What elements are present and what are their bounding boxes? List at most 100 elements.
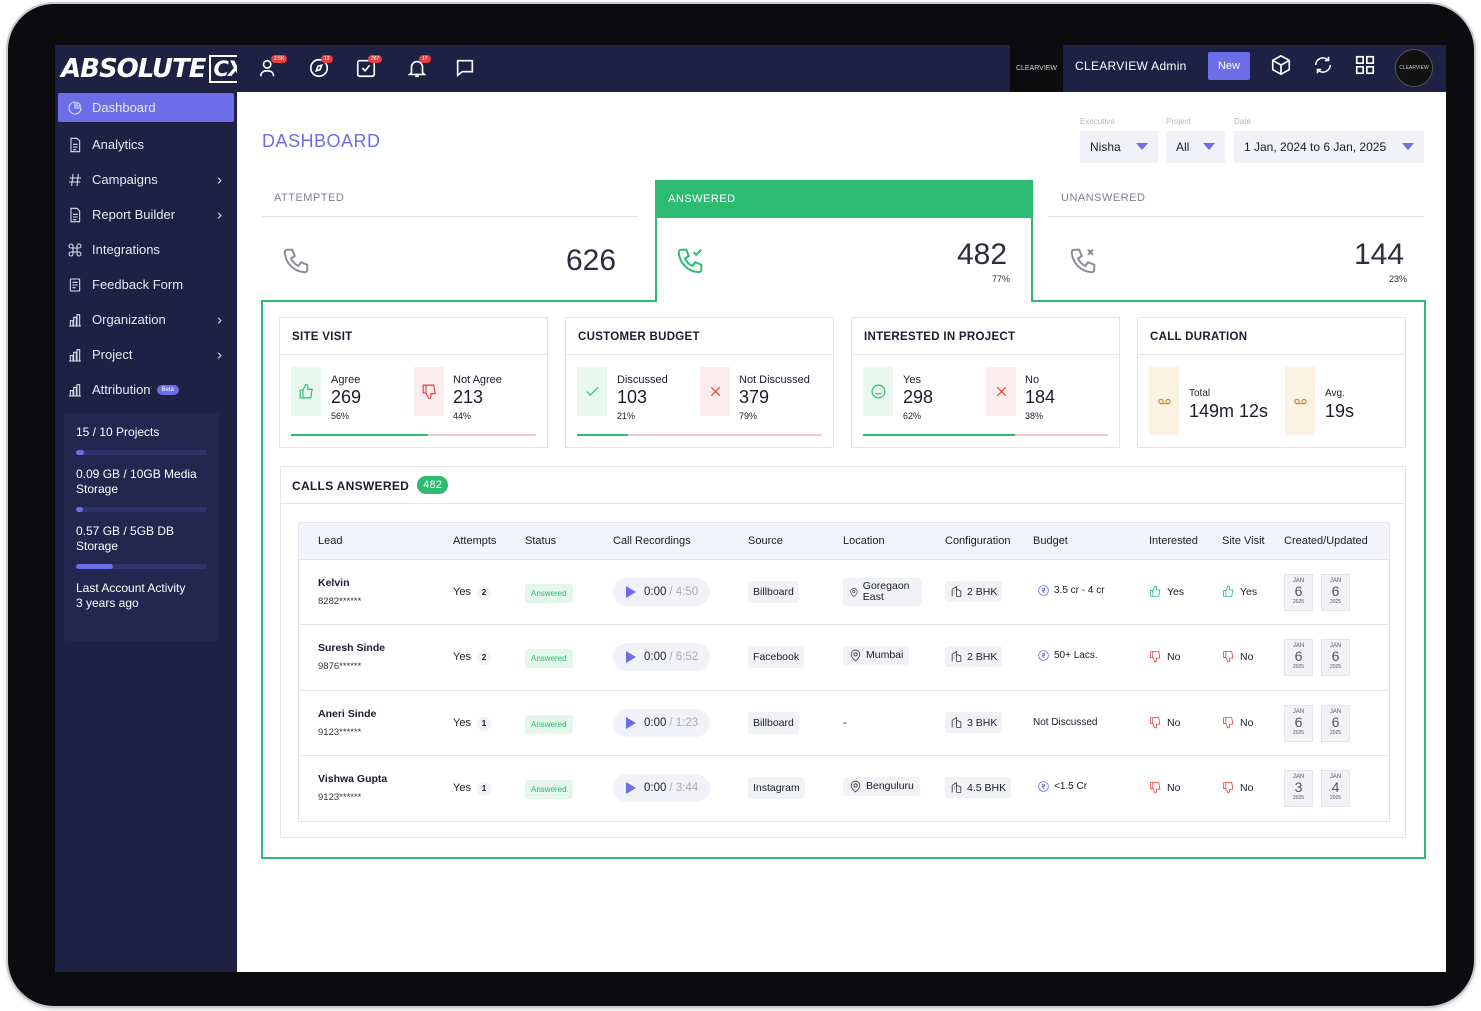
budget-value: Not Discussed [1033, 717, 1098, 728]
col-status[interactable]: Status [525, 535, 557, 547]
table-row[interactable]: Suresh Sinde 9876****** Yes 2 Answered 0:00/ … [299, 624, 1389, 689]
lead-name[interactable]: Kelvin [318, 577, 350, 589]
col-location[interactable]: Location [843, 535, 885, 547]
col-call-recordings[interactable]: Call Recordings [613, 535, 691, 547]
table-row[interactable]: Aneri Sinde 9123****** Yes 1 Answered 0:00/ 1… [299, 690, 1389, 755]
caret-down-icon [1136, 143, 1148, 150]
tab-answered[interactable]: ANSWERED [655, 180, 1033, 218]
avatar[interactable]: CLEARVIEW [1395, 49, 1433, 87]
sidebar-item-attribution[interactable]: Attribution Beta [58, 372, 234, 407]
sidebar-item-feedback-form[interactable]: Feedback Form [58, 267, 234, 302]
date-range-select[interactable]: 1 Jan, 2024 to 6 Jan, 2025 [1234, 131, 1424, 163]
sidebar-item-analytics[interactable]: Analytics [58, 127, 234, 162]
refresh-button[interactable] [1312, 54, 1334, 81]
tab-unanswered[interactable]: UNANSWERED [1061, 192, 1146, 204]
thumbs-up-icon [1223, 585, 1234, 597]
play-icon[interactable] [626, 782, 636, 794]
notifications-button[interactable]: 17 [403, 53, 433, 83]
col-configuration[interactable]: Configuration [945, 535, 1011, 547]
col-lead[interactable]: Lead [318, 535, 343, 547]
lead-name[interactable]: Vishwa Gupta [318, 773, 388, 785]
audio-player[interactable]: 0:00/ 4:50 [613, 578, 711, 606]
close-icon [700, 367, 730, 416]
executive-filter-label: Executive [1080, 117, 1115, 126]
interested-value: No [1149, 650, 1180, 663]
sidebar-item-project[interactable]: Project › [58, 337, 234, 372]
col-created-updated[interactable]: Created/Updated [1284, 535, 1368, 547]
col-interested[interactable]: Interested [1149, 535, 1198, 547]
play-icon[interactable] [626, 586, 636, 598]
col-site-visit[interactable]: Site Visit [1222, 535, 1265, 547]
app-logo[interactable]: ABSOLUTE CX [55, 45, 249, 92]
site-visit-progress [291, 434, 536, 436]
sidebar-item-organization[interactable]: Organization › [58, 302, 234, 337]
not-agree-percent: 44% [453, 411, 472, 421]
media-storage-bar [76, 507, 207, 512]
site-visit-card: SITE VISIT Agree 269 56% Not Agree 213 4… [279, 317, 548, 448]
compass-button[interactable]: 12 [305, 53, 335, 83]
audio-player[interactable]: 0:00/ 1:23 [613, 709, 711, 737]
configuration-tag: 3 BHK [945, 712, 1003, 733]
admin-name[interactable]: CLEARVIEW Admin [1075, 59, 1187, 73]
col-budget[interactable]: Budget [1033, 535, 1068, 547]
answered-count: 482 [957, 238, 1008, 271]
no-label: No [1025, 374, 1040, 386]
lead-name[interactable]: Aneri Sinde [318, 708, 377, 720]
sidebar-item-label: Campaigns [92, 172, 158, 187]
audio-player[interactable]: 0:00/ 3:44 [613, 774, 711, 802]
budget-value: 50+ Lacs. [1037, 649, 1098, 662]
lead-phone: 9876****** [318, 661, 362, 672]
site-visit-value: Yes [1222, 585, 1257, 598]
sidebar-item-integrations[interactable]: Integrations [58, 232, 234, 267]
discussed-value: 103 [617, 387, 648, 407]
page-title: DASHBOARD [262, 131, 381, 151]
tab-attempted[interactable]: ATTEMPTED [274, 192, 345, 204]
col-source[interactable]: Source [748, 535, 783, 547]
refresh-icon [1314, 56, 1332, 74]
not-discussed-value: 379 [739, 387, 770, 407]
table-row[interactable]: Vishwa Gupta 9123****** Yes 1 Answered 0:00/ … [299, 755, 1389, 820]
sidebar-item-campaigns[interactable]: Campaigns › [58, 162, 234, 197]
table-header: Lead Attempts Status Call Recordings Sou… [299, 523, 1389, 559]
play-icon[interactable] [626, 651, 636, 663]
updated-date: JAN 6 2025 [1321, 574, 1350, 611]
messages-button[interactable] [451, 53, 481, 83]
smile-icon [863, 367, 893, 416]
location-tag: Benguluru [843, 777, 920, 796]
sidebar-item-dashboard[interactable]: Dashboard [58, 93, 234, 122]
project-select[interactable]: All [1166, 131, 1225, 163]
package-button[interactable] [1270, 54, 1292, 81]
lead-name[interactable]: Suresh Sinde [318, 642, 386, 654]
rupee-coin-icon [1038, 585, 1049, 596]
audio-player[interactable]: 0:00/ 6:52 [613, 643, 711, 671]
section-title: CALLS ANSWERED [292, 479, 410, 493]
notification-badge: 17 [419, 55, 431, 63]
users-button[interactable]: 2.5K [255, 53, 288, 83]
card-title: CALL DURATION [1138, 318, 1405, 355]
new-button[interactable]: New [1208, 52, 1250, 80]
attempts-cell: Yes 1 [453, 782, 491, 796]
divider [262, 216, 638, 217]
play-icon[interactable] [626, 717, 636, 729]
command-icon [68, 243, 82, 256]
check-icon [577, 367, 607, 416]
executive-select[interactable]: Nisha [1080, 131, 1158, 163]
db-storage-bar [76, 564, 207, 569]
card-title: CUSTOMER BUDGET [566, 318, 833, 355]
col-attempts[interactable]: Attempts [453, 535, 497, 547]
apps-grid-button[interactable] [1354, 54, 1376, 81]
status-badge: Answered [525, 780, 573, 799]
compass-icon [309, 58, 329, 78]
sidebar-item-report-builder[interactable]: Report Builder › [58, 197, 234, 232]
unanswered-percent: 23% [1389, 274, 1408, 284]
hash-icon [69, 173, 81, 186]
table-row[interactable]: Kelvin 8282****** Yes 2 Answered 0:00/ 4:50 Bi… [299, 559, 1389, 624]
chevron-right-icon: › [217, 171, 222, 188]
grid-icon [1355, 55, 1375, 75]
tasks-button[interactable]: 287 [352, 53, 383, 83]
lead-phone: 9123****** [318, 727, 362, 738]
sidebar-item-label: Project [92, 347, 133, 362]
total-label: Total [1189, 388, 1211, 399]
location-empty: - [843, 717, 847, 729]
thumbs-down-icon [1223, 717, 1234, 729]
